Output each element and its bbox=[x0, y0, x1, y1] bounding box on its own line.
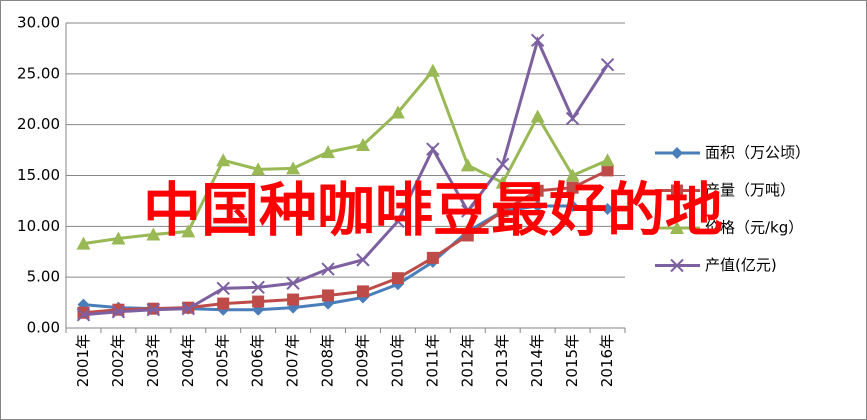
x-tick-label: 2004年 bbox=[179, 334, 197, 387]
marker bbox=[181, 301, 195, 316]
marker bbox=[531, 184, 544, 197]
marker bbox=[76, 236, 91, 250]
marker bbox=[426, 142, 440, 156]
x-tick-label: 2007年 bbox=[284, 334, 302, 387]
marker bbox=[112, 303, 125, 316]
legend-label: 价格（元/kg） bbox=[705, 219, 803, 237]
marker bbox=[77, 306, 90, 319]
marker bbox=[601, 164, 614, 177]
marker bbox=[461, 229, 474, 242]
x-tick-label: 2003年 bbox=[144, 334, 162, 387]
x-tick-label: 2001年 bbox=[74, 334, 92, 387]
marker bbox=[565, 168, 580, 182]
marker bbox=[216, 281, 230, 296]
x-tick-label: 2009年 bbox=[353, 334, 371, 387]
marker bbox=[670, 258, 684, 273]
marker bbox=[496, 157, 510, 172]
marker bbox=[495, 175, 510, 189]
marker bbox=[530, 109, 545, 123]
marker bbox=[356, 285, 369, 298]
marker bbox=[390, 105, 405, 119]
marker bbox=[146, 302, 161, 317]
marker bbox=[425, 63, 440, 77]
x-tick-label: 2013年 bbox=[493, 334, 511, 387]
y-tick-label: 20.00 bbox=[17, 115, 60, 133]
x-tick-label: 2011年 bbox=[423, 334, 441, 387]
y-tick-label: 30.00 bbox=[17, 14, 60, 32]
marker bbox=[460, 158, 475, 172]
x-tick-label: 2005年 bbox=[214, 334, 232, 387]
marker bbox=[251, 162, 266, 176]
marker bbox=[391, 272, 404, 285]
marker bbox=[566, 200, 579, 212]
marker bbox=[76, 308, 91, 322]
series bbox=[76, 33, 615, 322]
marker bbox=[356, 253, 370, 267]
legend-label: 产值(亿元) bbox=[705, 256, 777, 274]
legend-label: 面积（万公顷） bbox=[705, 144, 810, 162]
marker bbox=[496, 205, 509, 218]
x-tick-label: 2010年 bbox=[388, 334, 406, 387]
marker bbox=[252, 295, 265, 308]
marker bbox=[565, 111, 580, 126]
y-tick-label: 10.00 bbox=[17, 217, 60, 235]
series bbox=[76, 63, 615, 250]
marker bbox=[321, 145, 336, 159]
marker bbox=[146, 227, 161, 241]
marker bbox=[461, 204, 475, 218]
marker bbox=[671, 184, 683, 197]
y-tick-label: 25.00 bbox=[17, 64, 60, 82]
x-tick-label: 2006年 bbox=[249, 334, 267, 387]
y-tick-label: 0.00 bbox=[27, 319, 60, 337]
marker bbox=[322, 289, 335, 302]
marker bbox=[287, 293, 300, 306]
marker bbox=[217, 297, 230, 310]
marker bbox=[530, 33, 545, 47]
x-tick-label: 2014年 bbox=[528, 334, 546, 387]
overlay-title: 中国种咖啡豆最好的地 bbox=[143, 176, 723, 244]
marker bbox=[601, 203, 614, 216]
marker bbox=[566, 181, 579, 194]
marker bbox=[531, 200, 544, 212]
series-line bbox=[83, 67, 609, 246]
marker bbox=[671, 147, 683, 159]
series-line bbox=[83, 35, 609, 317]
marker bbox=[321, 262, 335, 276]
marker bbox=[426, 251, 439, 264]
marker bbox=[391, 214, 405, 228]
marker bbox=[111, 231, 126, 245]
x-tick-label: 2016年 bbox=[598, 334, 616, 387]
marker bbox=[111, 305, 126, 319]
y-tick-label: 15.00 bbox=[17, 166, 60, 184]
x-tick-label: 2012年 bbox=[458, 334, 476, 387]
marker bbox=[600, 57, 615, 72]
x-tick-label: 2002年 bbox=[109, 334, 127, 387]
legend-label: 产量（万吨） bbox=[705, 181, 795, 199]
x-tick-label: 2015年 bbox=[563, 334, 581, 387]
marker bbox=[286, 276, 300, 290]
y-tick-label: 5.00 bbox=[27, 268, 60, 286]
marker bbox=[600, 153, 615, 167]
marker bbox=[251, 280, 265, 295]
x-tick-label: 2008年 bbox=[319, 334, 337, 387]
marker bbox=[286, 161, 301, 175]
marker bbox=[355, 138, 370, 151]
marker bbox=[216, 153, 231, 167]
marker bbox=[181, 224, 196, 238]
marker bbox=[670, 221, 684, 234]
